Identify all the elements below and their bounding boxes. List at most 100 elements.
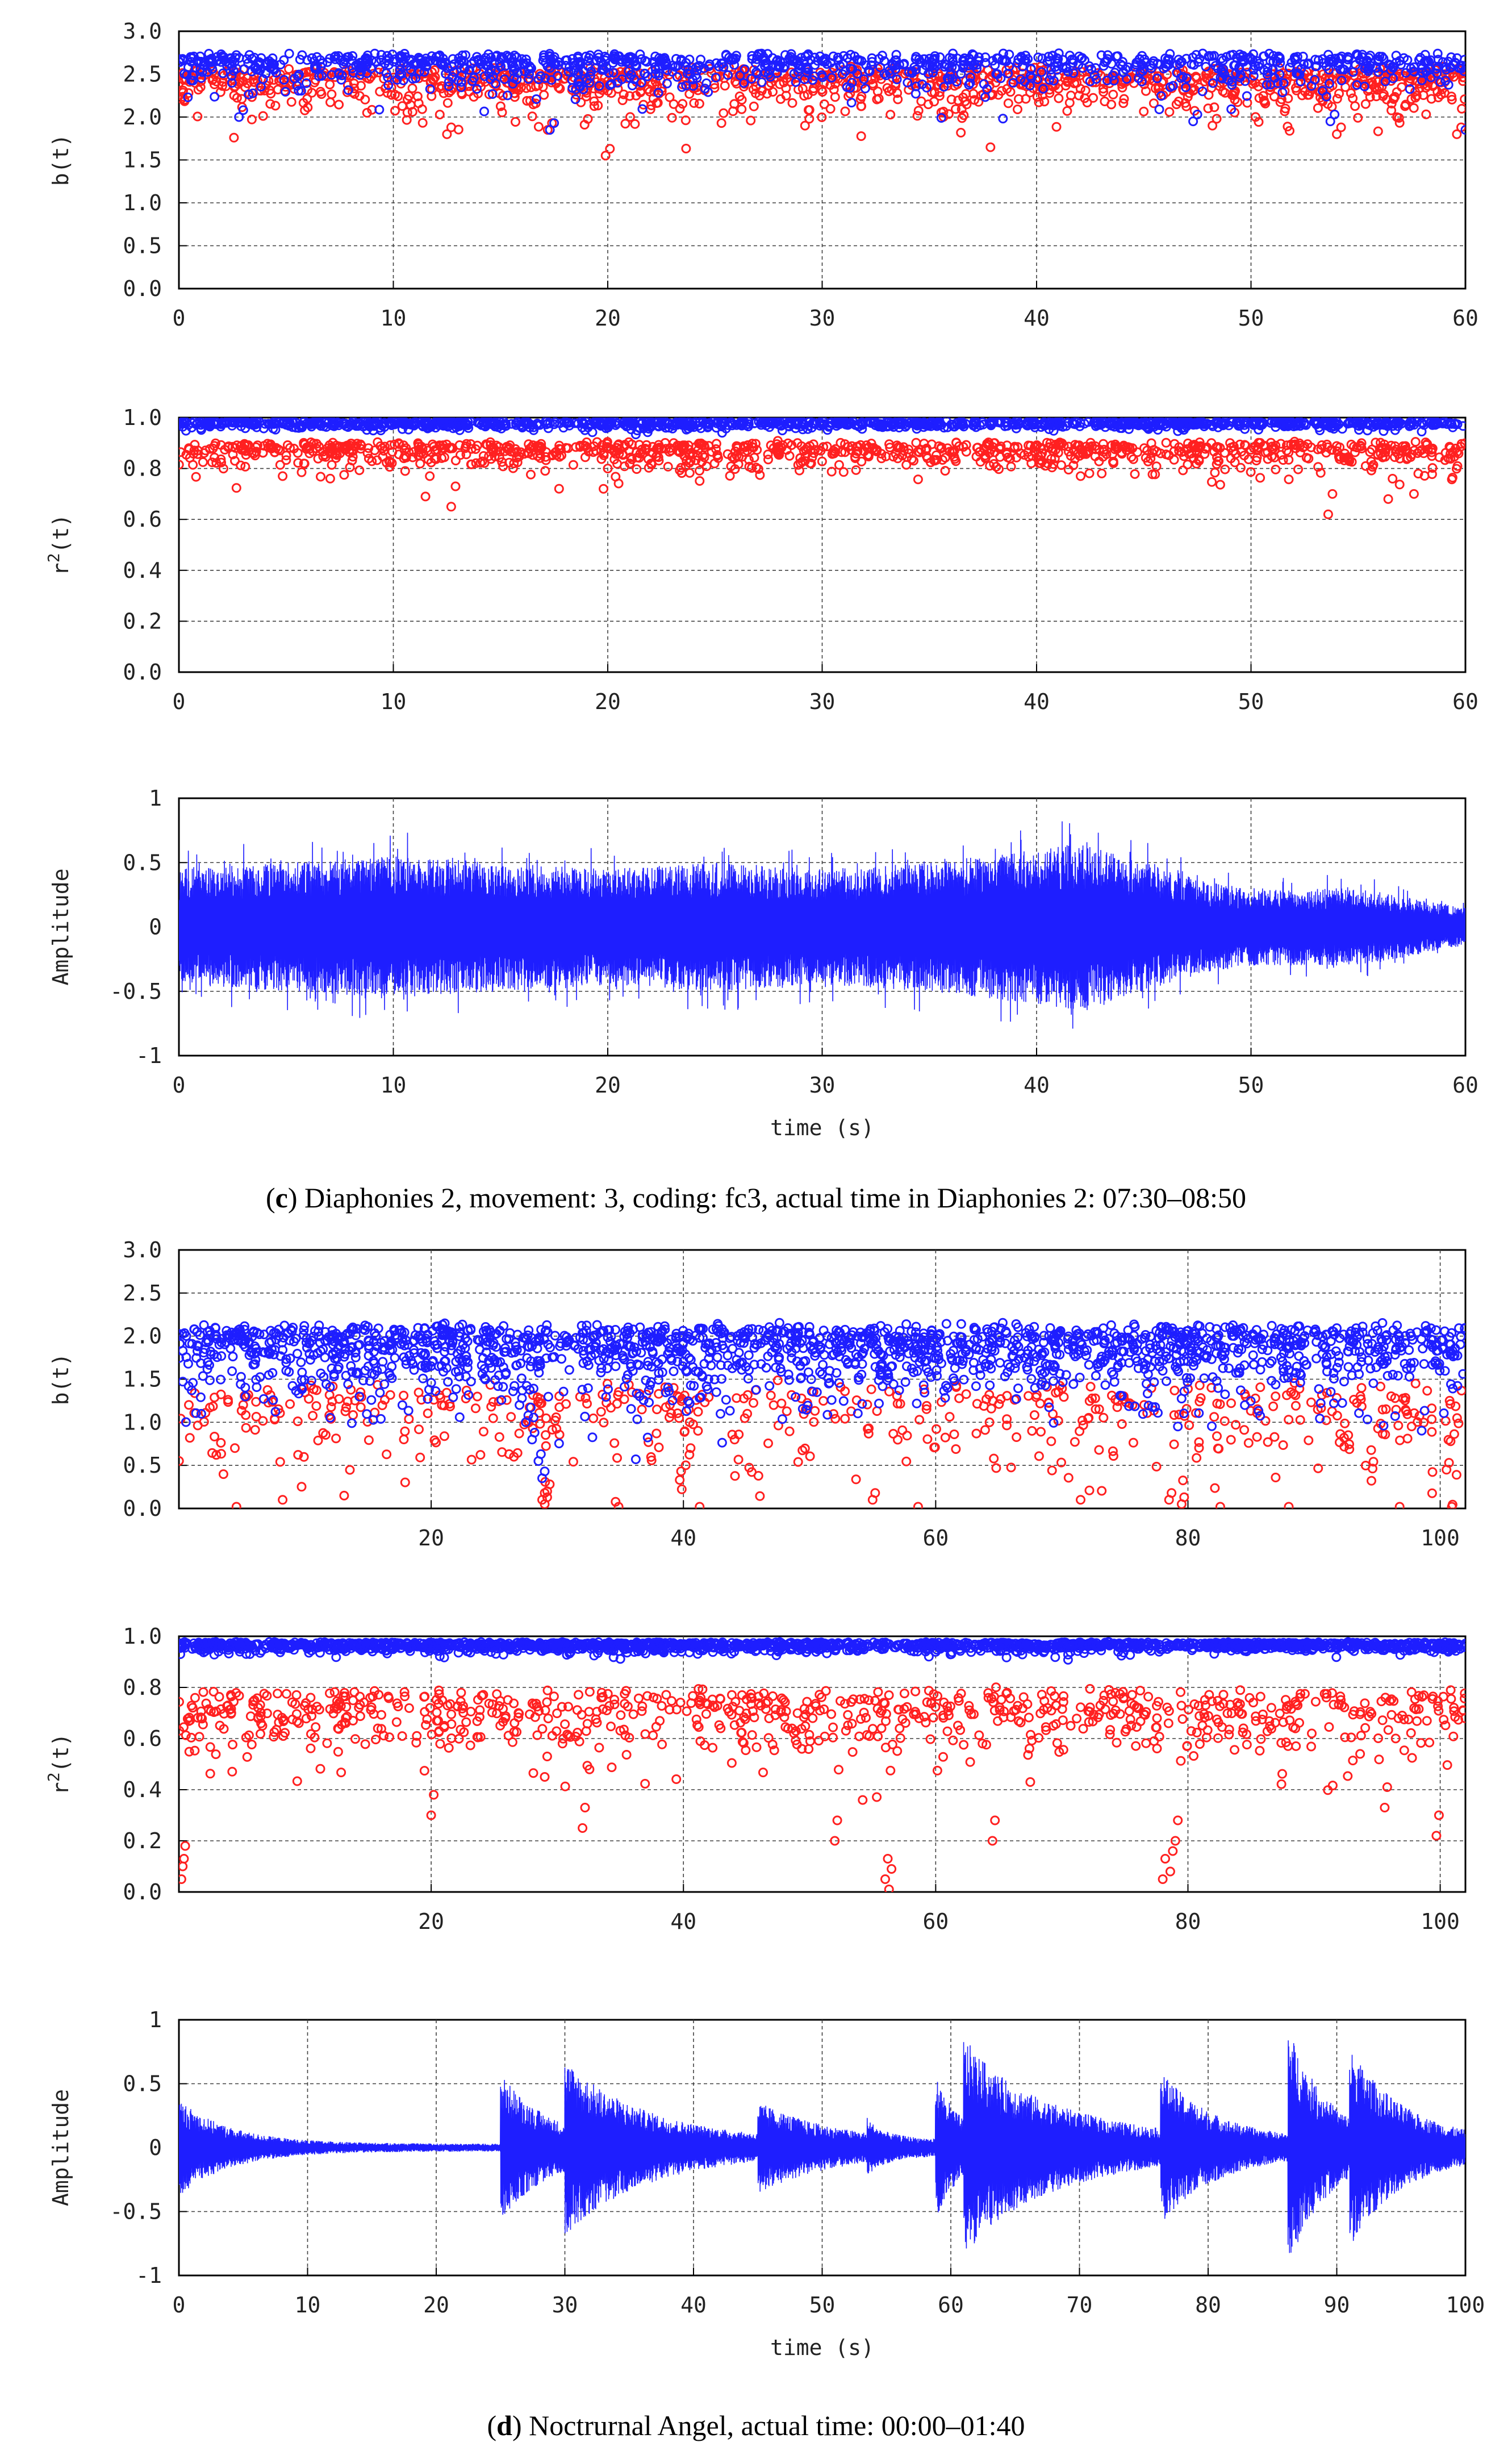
scatter-point — [1117, 61, 1127, 71]
scatter-point — [1108, 1451, 1118, 1461]
scatter-point — [1237, 447, 1247, 457]
scatter-point — [684, 450, 694, 460]
scatter-point — [293, 1450, 303, 1460]
scatter-point — [1344, 1439, 1354, 1449]
y-tick-label: 2.0 — [123, 1324, 162, 1349]
scatter-point — [1378, 91, 1388, 101]
scatter-point — [1175, 418, 1185, 428]
scatter-point — [466, 439, 476, 449]
scatter-point — [804, 114, 815, 124]
scatter-point — [921, 451, 932, 461]
scatter-point — [456, 450, 465, 460]
scatter-point — [916, 445, 926, 455]
scatter-point — [1285, 62, 1294, 73]
scatter-point — [546, 75, 557, 85]
scatter-point — [1388, 73, 1398, 84]
scatter-point — [1188, 116, 1198, 127]
scatter-point — [648, 57, 658, 67]
scatter-point — [599, 1418, 609, 1428]
scatter-point — [829, 85, 839, 95]
scatter-point — [1168, 81, 1178, 91]
scatter-point — [1390, 91, 1400, 102]
scatter-point — [1438, 418, 1448, 428]
scatter-point — [654, 443, 665, 453]
scatter-point — [345, 440, 355, 451]
scatter-point — [751, 462, 761, 473]
scatter-point — [772, 447, 782, 456]
scatter-point — [401, 443, 411, 453]
scatter-point — [1414, 446, 1425, 456]
scatter-point — [1248, 419, 1258, 429]
scatter-point — [1293, 464, 1303, 474]
scatter-point — [382, 1449, 392, 1460]
scatter-point — [439, 1431, 449, 1441]
scatter-point — [1259, 51, 1269, 61]
scatter-point — [222, 418, 232, 427]
scatter-point — [662, 78, 672, 89]
scatter-point — [1242, 91, 1252, 101]
scatter-point — [1027, 1426, 1037, 1436]
scatter-point — [766, 440, 776, 451]
scatter-point — [316, 89, 327, 99]
scatter-point — [803, 49, 813, 59]
scatter-point — [215, 87, 225, 97]
scatter-point — [1123, 442, 1133, 452]
scatter-point — [1332, 94, 1342, 104]
scatter-point — [625, 459, 635, 469]
scatter-point — [230, 1443, 240, 1453]
scatter-point — [1227, 80, 1237, 90]
scatter-point — [958, 418, 967, 428]
scatter-point — [1324, 78, 1334, 89]
scatter-point — [296, 467, 307, 477]
scatter-point — [612, 1453, 622, 1463]
scatter-point — [1426, 418, 1436, 427]
scatter-point — [472, 1391, 482, 1402]
y-tick-label: 0.5 — [123, 850, 162, 875]
scatter-point — [1460, 125, 1465, 135]
scatter-point — [893, 1435, 903, 1445]
x-tick-label: 50 — [1238, 1073, 1264, 1098]
scatter-point — [942, 73, 953, 84]
scatter-point — [747, 463, 757, 473]
scatter-point — [727, 53, 737, 63]
scatter-point — [892, 1391, 902, 1401]
scatter-point — [1255, 1382, 1265, 1393]
scatter-point — [657, 419, 667, 430]
scatter-point — [761, 55, 771, 65]
scatter-point — [234, 53, 244, 63]
scatter-point — [1189, 60, 1199, 70]
scatter-point — [922, 1401, 932, 1411]
scatter-point — [485, 418, 495, 428]
scatter-point — [504, 443, 514, 453]
scatter-point — [1045, 56, 1055, 66]
scatter-point — [368, 69, 378, 79]
x-tick-label: 30 — [809, 689, 836, 714]
scatter-point — [444, 87, 454, 98]
scatter-point — [1064, 98, 1075, 108]
scatter-point — [548, 450, 557, 460]
scatter-point — [954, 441, 964, 451]
scatter-point — [193, 85, 203, 95]
scatter-point — [444, 81, 454, 91]
scatter-point — [723, 70, 733, 80]
scatter-point — [902, 1431, 912, 1441]
scatter-point — [930, 59, 940, 69]
scatter-point — [787, 98, 797, 108]
scatter-point — [350, 419, 360, 429]
scatter-point — [1353, 112, 1363, 123]
scatter-point — [857, 56, 867, 66]
scatter-point — [1226, 104, 1237, 114]
scatter-point — [227, 71, 237, 81]
scatter-point — [330, 54, 340, 64]
y-tick-label: -0.5 — [110, 979, 162, 1004]
scatter-point — [1460, 439, 1465, 448]
scatter-point — [1377, 1404, 1388, 1415]
scatter-point — [275, 1408, 285, 1418]
scatter-point — [1285, 126, 1294, 136]
scatter-point — [377, 1401, 387, 1410]
scatter-point — [549, 118, 559, 128]
scatter-point — [1147, 448, 1158, 458]
scatter-point — [578, 419, 588, 429]
scatter-point — [630, 119, 640, 129]
scatter-point — [339, 59, 349, 69]
